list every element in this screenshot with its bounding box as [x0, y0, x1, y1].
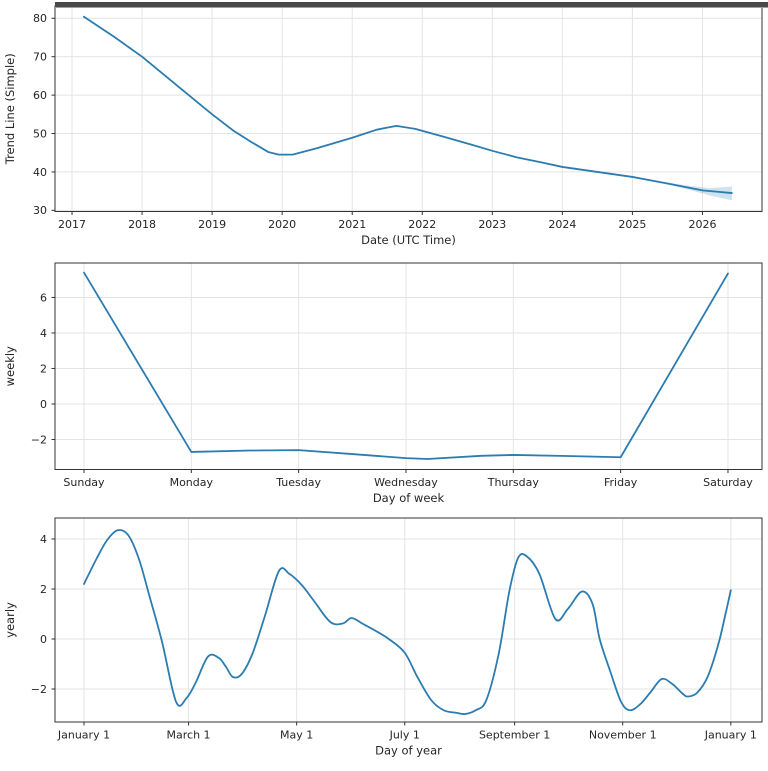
- weekly-x-tick-label: Tuesday: [275, 476, 321, 489]
- weekly-x-tick-label: Saturday: [703, 476, 753, 489]
- yearly-x-tick-label: January 1: [57, 729, 110, 742]
- yearly-ticks: [51, 538, 732, 726]
- weekly-x-tick-label: Monday: [170, 476, 214, 489]
- trend-x-tick-label: 2021: [338, 218, 366, 231]
- yearly-x-tick-label: September 1: [479, 729, 550, 742]
- trend-xaxis-label: Date (UTC Time): [361, 233, 456, 247]
- trend-x-tick-label: 2024: [548, 218, 576, 231]
- trend-x-tick-label: 2025: [618, 218, 646, 231]
- trend-grid: [55, 6, 762, 212]
- trend-x-tick-label: 2018: [128, 218, 156, 231]
- weekly-y-tick-label: 4: [40, 327, 47, 340]
- trend-line: [83, 15, 733, 194]
- trend-chart: 2017 2018 2019 2020 2021 2022 2023 2024 2025 2026…: [3, 5, 763, 247]
- weekly-x-tick-label: Friday: [604, 476, 638, 489]
- yearly-yaxis-label: yearly: [3, 602, 17, 638]
- trend-y-tick-label: 60: [33, 89, 47, 102]
- trend-x-tick-label: 2022: [408, 218, 436, 231]
- weekly-yaxis-label: weekly: [3, 346, 17, 386]
- weekly-x-tick-label: Sunday: [63, 476, 105, 489]
- yearly-xaxis-label: Day of year: [375, 744, 442, 758]
- yearly-x-tick-label: July 1: [389, 729, 420, 742]
- trend-x-tick-label: 2026: [688, 218, 716, 231]
- weekly-axes-frame: [54, 262, 763, 470]
- weekly-y-tick-label: −2: [31, 433, 47, 446]
- trend-y-tick-label: 80: [33, 12, 47, 25]
- yearly-grid: [55, 518, 762, 722]
- trend-ticks: [51, 17, 703, 215]
- weekly-y-tick-label: 2: [40, 362, 47, 375]
- yearly-y-tick-label: 2: [40, 583, 47, 596]
- trend-x-tick-label: 2020: [268, 218, 296, 231]
- trend-x-tick-label: 2019: [198, 218, 226, 231]
- trend-x-tick-label: 2017: [58, 218, 86, 231]
- yearly-x-tick-label: May 1: [280, 729, 313, 742]
- weekly-chart: Sunday Monday Tuesday Wednesday Thursday Frid…: [3, 262, 763, 505]
- yearly-x-tick-label: March 1: [167, 729, 211, 742]
- weekly-line: [83, 271, 729, 460]
- yearly-y-tick-label: 0: [40, 633, 47, 646]
- trend-y-tick-label: 30: [33, 204, 47, 217]
- weekly-y-tick-label: 6: [40, 291, 47, 304]
- window-top-edge: [55, 2, 768, 8]
- weekly-grid: [55, 263, 762, 470]
- yearly-y-tick-label: 4: [40, 533, 47, 546]
- trend-yaxis-label: Trend Line (Simple): [3, 53, 17, 165]
- trend-y-tick-label: 50: [33, 127, 47, 140]
- trend-x-tick-label: 2023: [478, 218, 506, 231]
- trend-y-tick-label: 40: [33, 166, 47, 179]
- yearly-axes-frame: [54, 517, 763, 723]
- yearly-chart: January 1 March 1 May 1 July 1 September 1 No…: [3, 517, 763, 758]
- yearly-y-tick-label: −2: [31, 683, 47, 696]
- weekly-xaxis-label: Day of week: [373, 491, 445, 505]
- weekly-x-tick-label: Wednesday: [374, 476, 438, 489]
- trend-y-tick-label: 70: [33, 51, 47, 64]
- yearly-x-tick-label: November 1: [589, 729, 657, 742]
- weekly-x-tick-label: Thursday: [487, 476, 540, 489]
- weekly-ticks: [51, 296, 729, 473]
- yearly-line: [83, 529, 732, 715]
- yearly-x-tick-label: January 1: [704, 729, 757, 742]
- weekly-y-tick-label: 0: [40, 398, 47, 411]
